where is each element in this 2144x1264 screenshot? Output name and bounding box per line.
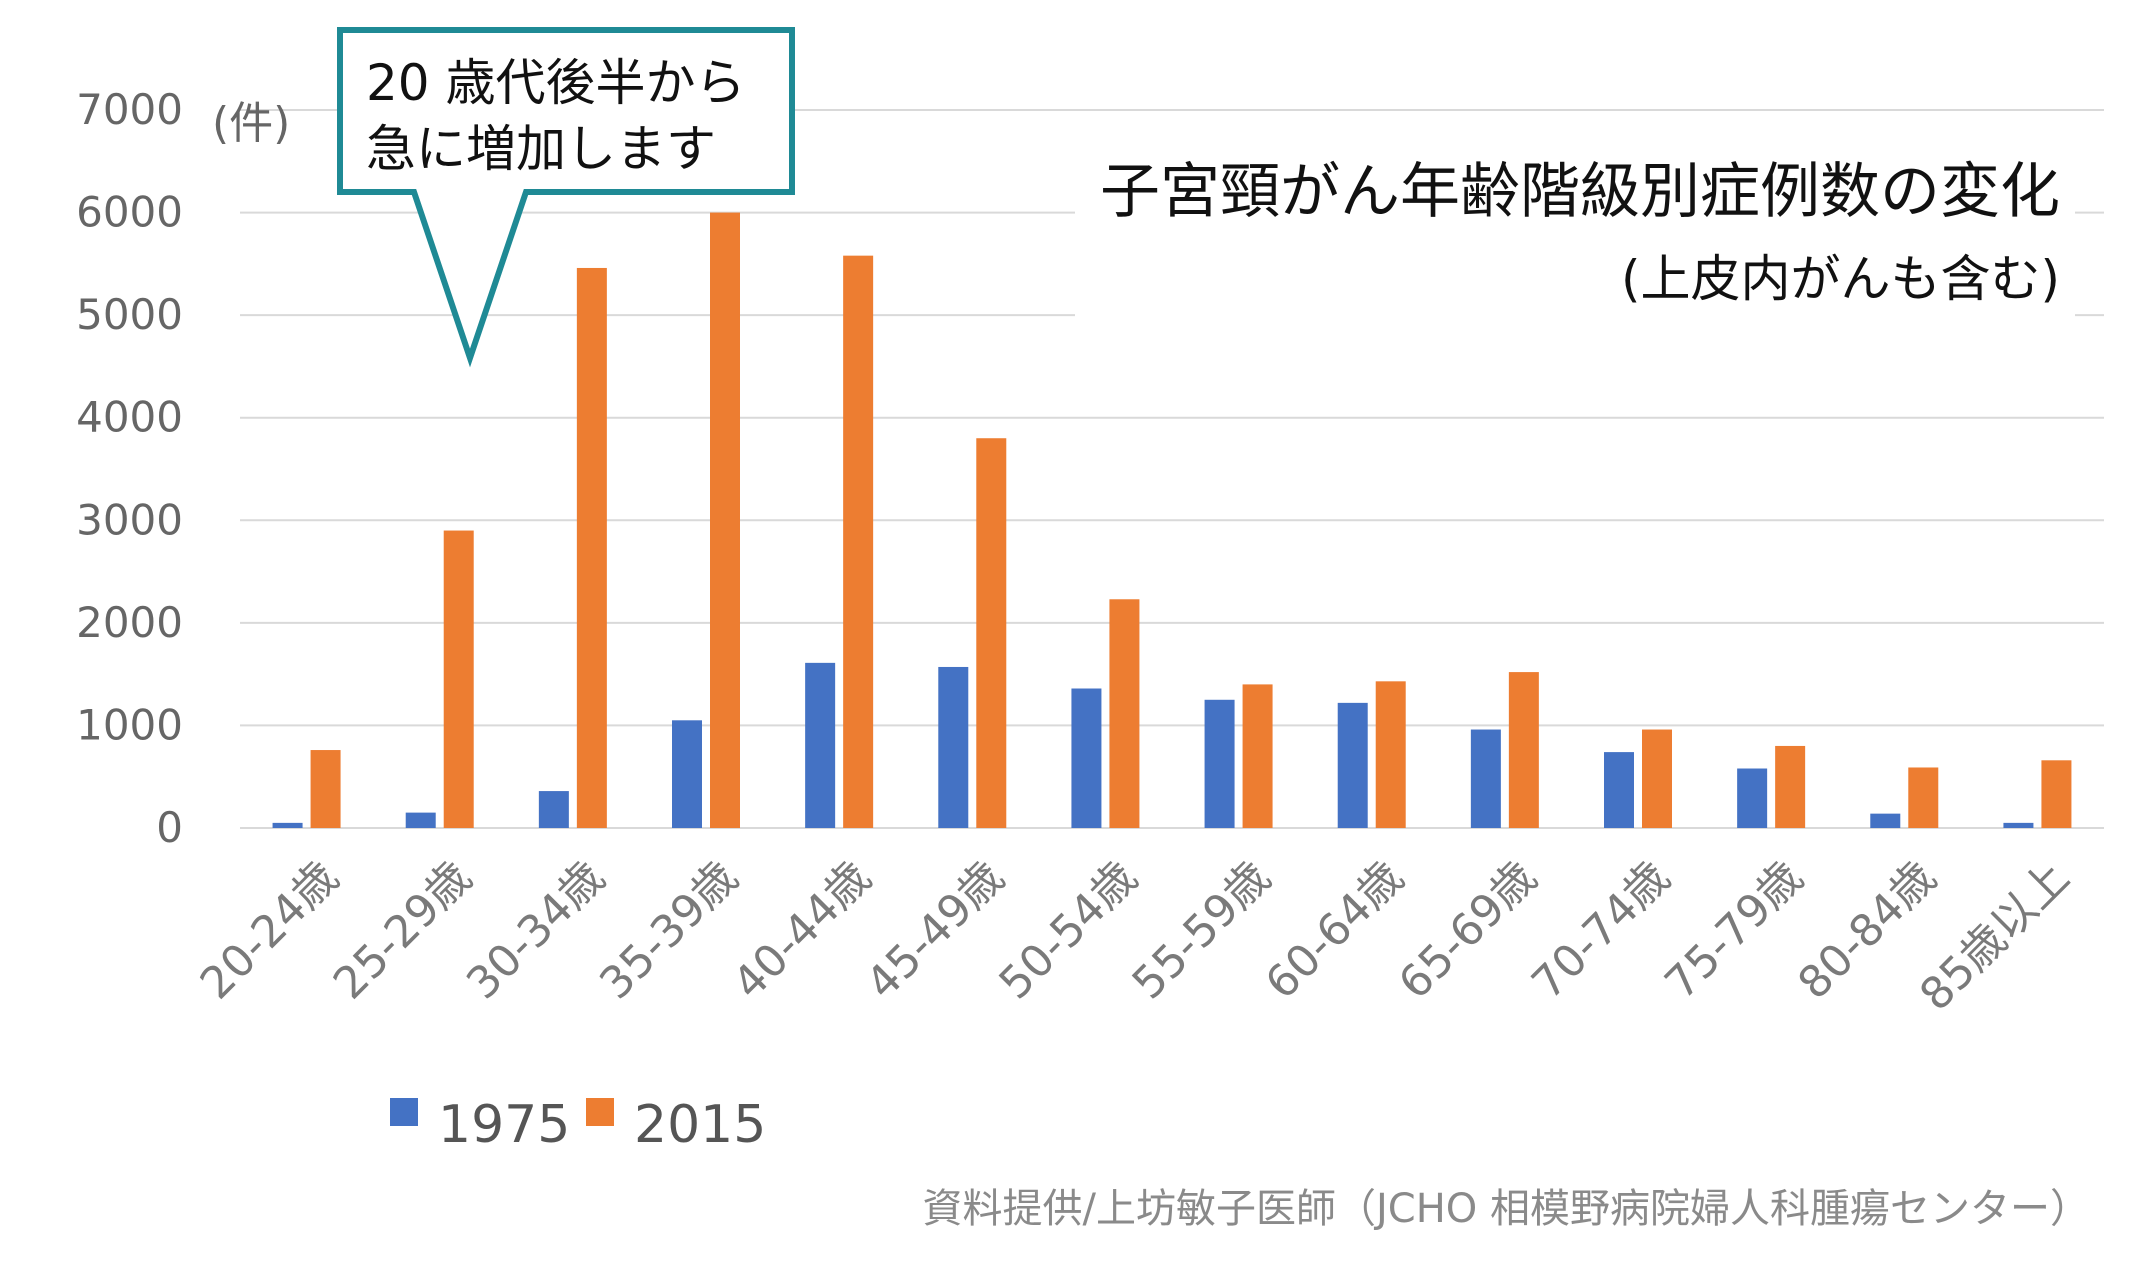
y-tick-label: 1000 [76,700,183,749]
x-tick-label: 55-59歳 [1123,852,1281,1010]
y-tick-label: 0 [156,803,183,852]
bar-1975-5 [938,666,969,828]
y-axis-ticks: 0 1000 2000 3000 4000 5000 6000 7000 [76,85,183,852]
callout-line-2: 急に増加します [366,120,716,178]
x-tick-label: 70-74歳 [1522,852,1680,1010]
y-tick-label: 2000 [76,598,183,647]
bar-2015-10 [1642,729,1672,828]
x-tick-label: 35-39歳 [590,852,748,1010]
x-tick-label: 25-29歳 [324,852,482,1010]
x-tick-label: 85歳以上 [1910,852,2079,1021]
x-tick-label: 45-49歳 [856,852,1014,1010]
legend: 1975 2015 [390,1095,766,1155]
legend-swatch-2015 [586,1098,614,1126]
bar-1975-13 [2003,822,2034,828]
bar-1975-12 [1870,813,1901,828]
bar-1975-0 [272,822,303,828]
bar-1975-1 [405,812,436,828]
bar-1975-6 [1071,688,1102,828]
x-tick-label: 40-44歳 [723,852,881,1010]
bar-2015-11 [1775,745,1806,828]
y-tick-label: 3000 [76,495,183,544]
bar-1975-10 [1604,752,1634,828]
callout-box [337,27,795,368]
bar-1975-7 [1204,699,1235,828]
x-tick-label: 20-24歳 [191,852,349,1010]
callout: 20 歳代後半から 急に増加します [337,27,795,368]
x-tick-label: 30-34歳 [457,852,615,1010]
title-background [1075,145,2075,325]
bar-2015-8 [1375,681,1406,828]
bar-1975-11 [1737,768,1768,828]
credit-text: 資料提供/上坊敏子医師（JCHO 相模野病院婦人科腫瘍センター） [923,1186,2090,1232]
y-tick-label: 7000 [76,85,183,134]
bar-1975-4 [805,662,836,828]
bar-1975-9 [1470,729,1501,828]
chart-title: 子宮頸がん年齢階級別症例数の変化 [1100,157,2060,227]
bar-1975-2 [538,791,569,828]
chart-subtitle: (上皮内がんも含む) [1621,250,2060,308]
bar-2015-7 [1242,684,1273,828]
bar-2015-2 [576,267,607,829]
bar-2015-4 [843,255,874,828]
y-tick-label: 4000 [76,393,183,442]
bar-2015-9 [1508,672,1539,828]
legend-label-2015: 2015 [634,1095,766,1155]
x-tick-label: 75-79歳 [1655,852,1813,1010]
bar-2015-13 [2041,760,2072,828]
x-tick-label: 65-69歳 [1389,852,1547,1010]
x-axis-labels: 20-24歳25-29歳30-34歳35-39歳40-44歳45-49歳50-5… [191,852,2079,1021]
bar-2015-5 [976,438,1007,828]
bar-1975-8 [1337,702,1368,828]
y-unit-label: (件) [212,98,290,149]
y-tick-label: 5000 [76,290,183,339]
bar-2015-6 [1109,599,1140,828]
bars [272,212,2072,829]
bar-1975-3 [672,720,702,828]
callout-line-1: 20 歳代後半から [366,54,746,112]
bar-2015-0 [310,750,341,828]
y-tick-label: 6000 [76,188,183,237]
bar-2015-1 [443,530,474,828]
x-tick-label: 60-64歳 [1256,852,1414,1010]
legend-swatch-1975 [390,1098,418,1126]
x-tick-label: 50-54歳 [990,852,1148,1010]
legend-label-1975: 1975 [438,1095,570,1155]
bar-2015-3 [710,212,740,829]
bar-2015-12 [1908,767,1939,828]
